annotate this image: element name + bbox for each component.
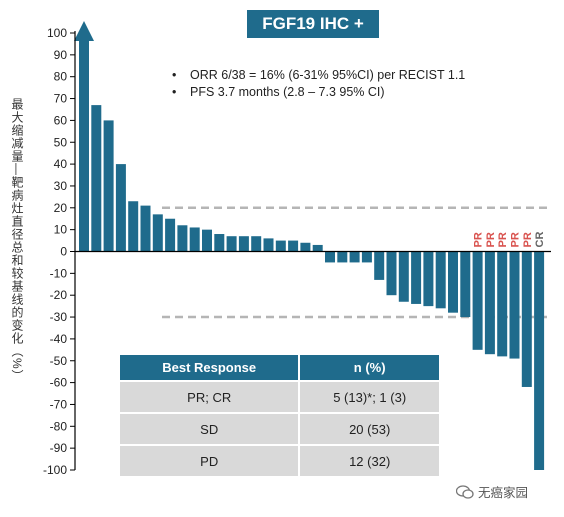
bar: [288, 240, 299, 252]
y-tick-label: -20: [50, 288, 68, 302]
note-pfs-text: PFS 3.7 months (2.8 – 7.3 95% CI): [190, 85, 385, 99]
bar: [398, 251, 409, 302]
bar: [152, 214, 163, 252]
note-orr-text: ORR 6/38 = 16% (6-31% 95%CI) per RECIST …: [190, 68, 466, 82]
y-tick-label: 90: [54, 48, 68, 62]
bar: [448, 251, 458, 313]
bar: [509, 251, 520, 359]
y-tick-label: -40: [50, 332, 68, 346]
bar: [251, 236, 262, 252]
bar: [349, 251, 360, 263]
bar: [325, 251, 335, 263]
bar: [423, 251, 434, 307]
y-tick-label: -50: [50, 354, 68, 368]
bar: [140, 205, 151, 252]
bar: [435, 251, 446, 309]
notes: • ORR 6/38 = 16% (6-31% 95%CI) per RECIST…: [172, 68, 465, 102]
table-cell: SD: [120, 414, 299, 444]
table-row: SD 20 (53): [120, 414, 439, 444]
up-arrow-icon: [74, 21, 94, 41]
bar: [472, 251, 483, 350]
y-tick-label: 20: [54, 201, 68, 215]
bar: [263, 238, 274, 252]
y-axis-label: 最大缩减量—靶病灶直径总和较基线的变化（%）: [10, 98, 24, 383]
bar: [91, 105, 102, 252]
bar: [497, 251, 508, 357]
bar: [202, 229, 212, 252]
bullet: •: [172, 68, 177, 82]
response-label: PR: [497, 232, 509, 247]
bar: [214, 234, 225, 252]
chart-title: FGF19 IHC +: [247, 10, 379, 38]
bar: [103, 120, 114, 252]
note-pfs: • PFS 3.7 months (2.8 – 7.3 95% CI): [172, 85, 465, 99]
y-tick-label: -80: [50, 419, 68, 433]
y-tick-label: -90: [50, 441, 68, 455]
y-tick-label: 30: [54, 179, 68, 193]
bar: [386, 251, 397, 296]
bar: [189, 227, 200, 252]
table-cell: 20 (53): [300, 414, 439, 444]
bar: [484, 251, 495, 355]
y-tick-label: -100: [43, 463, 67, 477]
y-tick-label: -60: [50, 376, 68, 390]
y-tick-label: 10: [54, 223, 68, 237]
y-tick-label: -70: [50, 397, 68, 411]
best-response-table: Best Response n (%) PR; CR 5 (13)*; 1 (3…: [118, 353, 441, 478]
table-cell: PD: [120, 446, 299, 476]
bar: [128, 201, 139, 252]
response-label: PR: [510, 232, 522, 247]
bar: [165, 218, 176, 252]
response-label: PR: [473, 232, 485, 247]
bar: [361, 251, 372, 263]
bar: [534, 251, 545, 470]
y-tick-label: 50: [54, 135, 68, 149]
bar: [115, 164, 126, 252]
watermark-text: 无癌家园: [478, 486, 529, 500]
bar: [312, 244, 323, 252]
response-label: CR: [534, 232, 546, 248]
y-tick-label: -30: [50, 310, 68, 324]
bar: [411, 251, 422, 304]
table-cell: 5 (13)*; 1 (3): [300, 382, 439, 412]
table-row: PR; CR 5 (13)*; 1 (3): [120, 382, 439, 412]
watermark: 无癌家园: [456, 482, 528, 501]
y-tick-label: 40: [54, 157, 68, 171]
bar: [275, 240, 286, 252]
table-cell: PR; CR: [120, 382, 299, 412]
bar: [460, 251, 471, 318]
y-tick-label: 100: [47, 26, 67, 40]
table-header: n (%): [300, 355, 439, 380]
bar: [337, 251, 348, 263]
y-tick-label: 70: [54, 92, 68, 106]
y-tick-label: 60: [54, 113, 68, 127]
bar: [226, 236, 237, 252]
wechat-icon: [456, 484, 474, 499]
table-cell: 12 (32): [300, 446, 439, 476]
table-header-row: Best Response n (%): [120, 355, 439, 380]
y-tick-label: 80: [54, 70, 68, 84]
bar: [177, 225, 188, 252]
response-label: PR: [522, 232, 534, 247]
table-header: Best Response: [120, 355, 299, 380]
table-row: PD 12 (32): [120, 446, 439, 476]
bar: [521, 251, 532, 387]
bar: [300, 242, 311, 252]
bar: [238, 236, 249, 252]
bullet: •: [172, 85, 177, 99]
y-tick-label: -10: [50, 266, 68, 280]
bar: [374, 251, 385, 280]
response-label: PR: [485, 232, 497, 247]
y-tick-label: 0: [60, 245, 67, 259]
bar: [79, 39, 89, 252]
note-orr: • ORR 6/38 = 16% (6-31% 95%CI) per RECIST…: [172, 68, 465, 82]
